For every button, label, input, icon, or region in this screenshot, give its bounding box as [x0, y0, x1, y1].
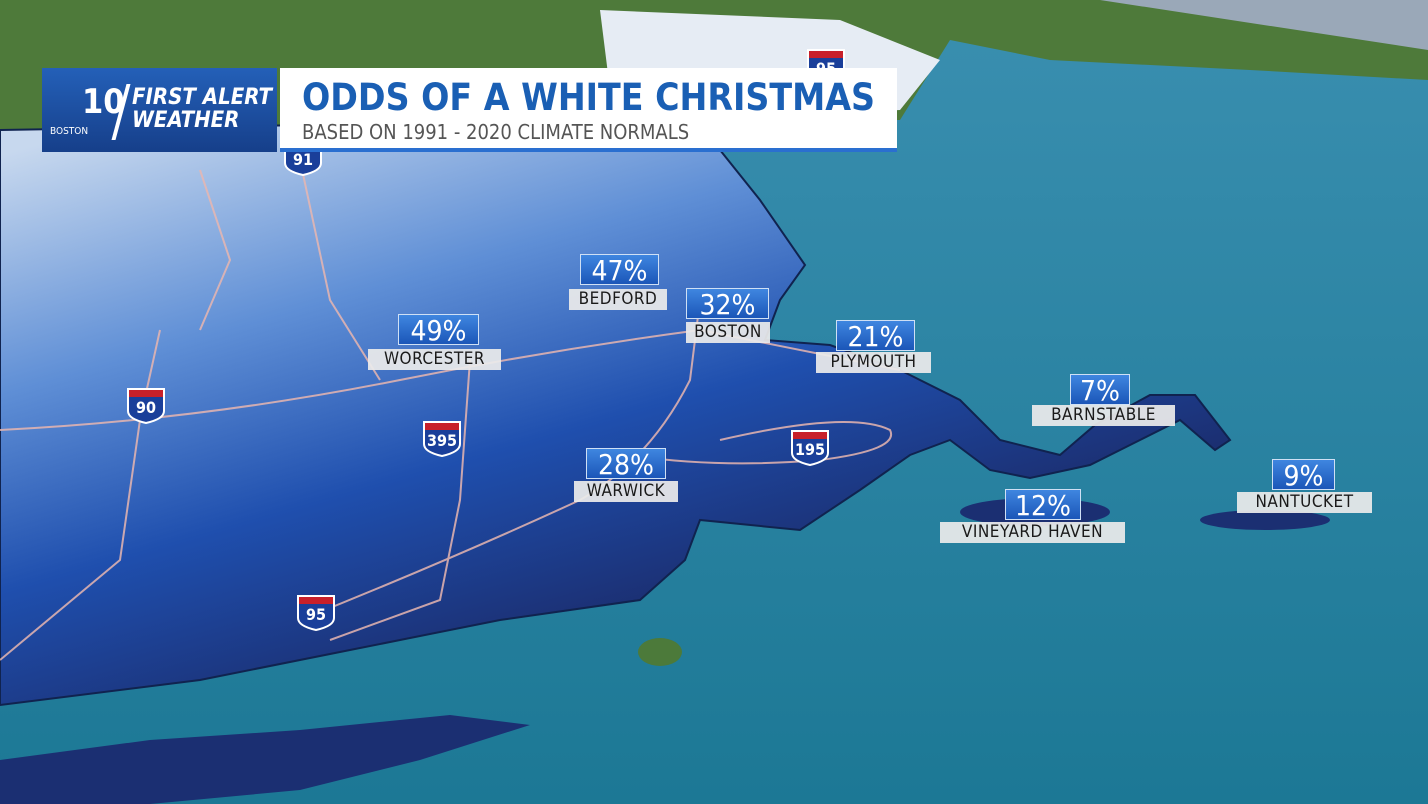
- interstate-shield: 195: [791, 430, 829, 467]
- location-name: BEDFORD: [569, 289, 667, 310]
- logo-brand: FIRST ALERT WEATHER: [132, 86, 272, 132]
- odds-label: 9%: [1272, 459, 1335, 491]
- shield-top: [425, 423, 459, 430]
- shield-number: 90: [136, 398, 156, 417]
- shield-number: 395: [427, 431, 457, 450]
- odds-label: 47%: [580, 254, 659, 286]
- logo: 10 BOSTON FIRST ALERT WEATHER: [42, 68, 277, 152]
- shield-body: [791, 430, 829, 467]
- interstate-shield: 90: [127, 388, 165, 425]
- shield-body: [127, 388, 165, 425]
- location-name: BOSTON: [686, 322, 770, 343]
- shield-top: [299, 597, 333, 604]
- odds-label: 12%: [1005, 489, 1081, 521]
- shield-body: [423, 421, 461, 458]
- shield-number: 91: [293, 150, 313, 169]
- odds-label: 21%: [836, 320, 915, 352]
- logo-city: BOSTON: [50, 126, 89, 137]
- shield-top: [809, 51, 843, 58]
- title-panel: ODDS OF A WHITE CHRISTMAS BASED ON 1991 …: [280, 68, 897, 152]
- shield-number: 95: [306, 605, 326, 624]
- mainland: [0, 118, 1232, 707]
- location-name: BARNSTABLE: [1032, 405, 1175, 426]
- odds-label: 49%: [398, 314, 479, 346]
- island: [0, 715, 530, 804]
- odds-label: 32%: [686, 288, 769, 320]
- roads: [0, 159, 901, 661]
- island: [638, 638, 682, 666]
- island: [1200, 510, 1330, 530]
- interstate-shield: 395: [423, 421, 461, 458]
- shield-number: 195: [795, 440, 825, 459]
- location-name: WARWICK: [574, 481, 678, 502]
- odds-label: 28%: [586, 448, 666, 480]
- odds-label: 7%: [1070, 374, 1130, 406]
- title: ODDS OF A WHITE CHRISTMAS: [302, 76, 875, 119]
- location-name: WORCESTER: [368, 349, 501, 370]
- interstate-shield: 95: [297, 595, 335, 632]
- shield-top: [129, 390, 163, 397]
- subtitle: BASED ON 1991 - 2020 CLIMATE NORMALS: [302, 120, 690, 144]
- shield-top: [793, 432, 827, 439]
- location-name: VINEYARD HAVEN: [940, 522, 1125, 543]
- brand-line: FIRST ALERT: [132, 85, 272, 110]
- brand-line: WEATHER: [132, 108, 240, 133]
- shield-body: [297, 595, 335, 632]
- location-name: PLYMOUTH: [816, 352, 931, 373]
- location-name: NANTUCKET: [1237, 492, 1372, 513]
